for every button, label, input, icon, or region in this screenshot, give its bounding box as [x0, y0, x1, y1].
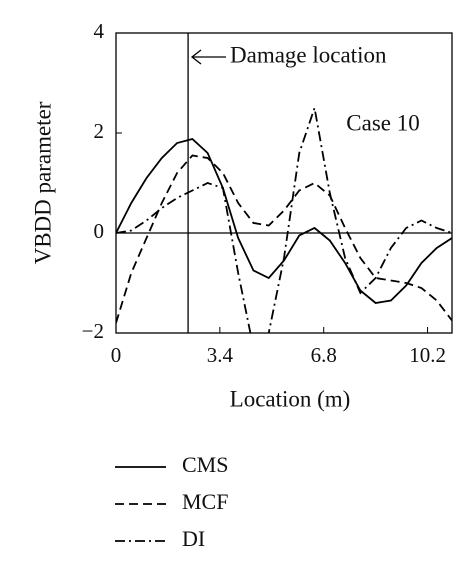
series-line [116, 107, 452, 333]
damage-arrow [190, 49, 226, 65]
legend-label: MCF [182, 489, 228, 514]
y-tick-label: 0 [94, 219, 105, 243]
y-tick-label: 2 [94, 119, 105, 143]
x-tick-label: 6.8 [311, 343, 337, 367]
plot-lines [116, 107, 452, 333]
x-axis-label: Location (m) [230, 386, 351, 411]
y-tick-label: 4 [94, 19, 105, 43]
case-label: Case 10 [346, 110, 419, 135]
series-line [116, 138, 452, 304]
x-tick-label: 10.2 [409, 343, 446, 367]
series-line [116, 154, 452, 324]
x-tick-label: 0 [111, 343, 122, 367]
damage-location-label: Damage location [230, 42, 387, 67]
legend-label: DI [182, 526, 205, 551]
plot-frame [115, 32, 453, 334]
legend-label: CMS [182, 452, 228, 477]
y-tick-label: −2 [82, 319, 104, 343]
y-axis-label: VBDD parameter [30, 101, 55, 264]
x-tick-label: 3.4 [207, 343, 234, 367]
